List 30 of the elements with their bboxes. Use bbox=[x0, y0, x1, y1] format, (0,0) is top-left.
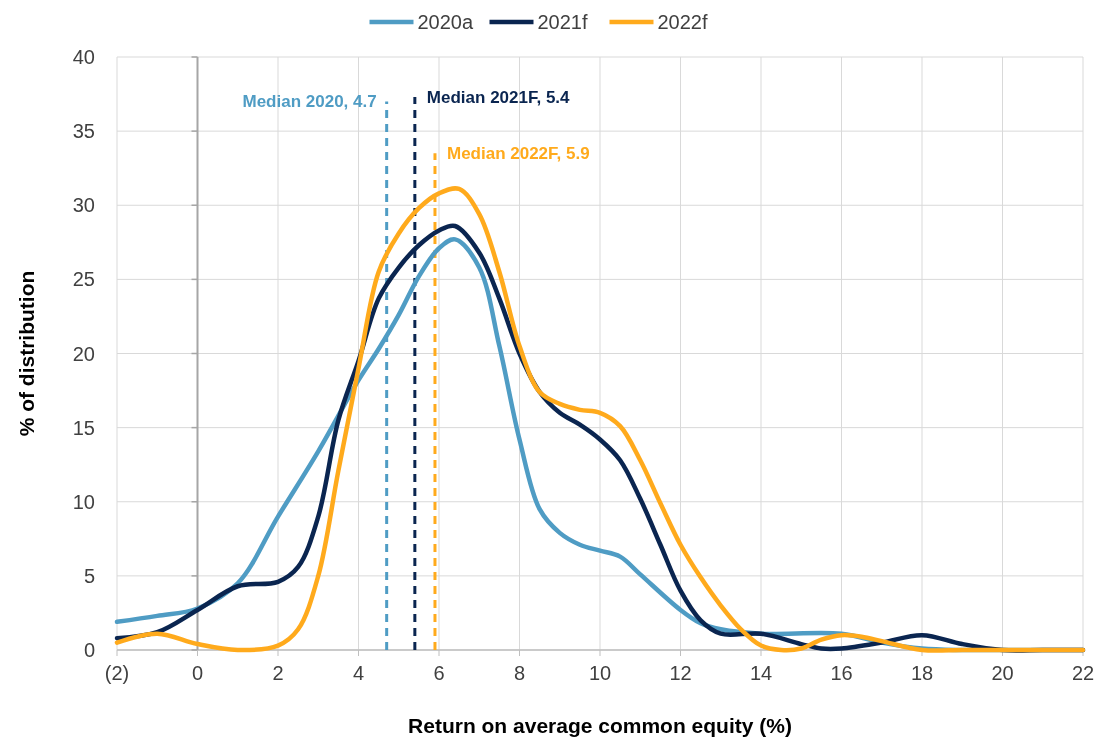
y-tick-label: 10 bbox=[72, 490, 95, 513]
x-tick-label: 8 bbox=[513, 662, 526, 684]
y-tick-label: 15 bbox=[72, 416, 95, 439]
y-tick-label: 25 bbox=[72, 268, 95, 291]
y-tick-label: 20 bbox=[72, 342, 95, 365]
x-tick-label: 0 bbox=[191, 662, 204, 684]
x-tick-label: 4 bbox=[352, 662, 365, 684]
x-tick-label: 12 bbox=[669, 662, 692, 684]
x-tick-label: 2 bbox=[272, 662, 284, 684]
y-tick-label: 5 bbox=[83, 564, 95, 587]
y-tick-label: 0 bbox=[83, 639, 95, 661]
legend-label: 2020a bbox=[417, 11, 474, 33]
x-tick-label: 6 bbox=[433, 662, 445, 684]
ref-line-label: Median 2020, 4.7 bbox=[242, 92, 377, 112]
legend-label: 2022f bbox=[657, 11, 708, 33]
x-axis-title: Return on average common equity (%) bbox=[408, 714, 792, 737]
x-tick-label: 10 bbox=[588, 662, 612, 684]
y-tick-label: 35 bbox=[72, 120, 95, 143]
x-tick-label: 22 bbox=[1071, 662, 1095, 684]
x-tick-label: 18 bbox=[910, 662, 934, 684]
ref-line-label: Median 2022F, 5.9 bbox=[446, 144, 590, 164]
x-tick-label: (2) bbox=[104, 662, 130, 684]
x-tick-label: 14 bbox=[749, 662, 773, 684]
y-tick-label: 30 bbox=[72, 194, 95, 217]
legend-label: 2021f bbox=[537, 11, 588, 33]
y-axis-title: % of distribution bbox=[15, 270, 38, 437]
x-tick-label: 20 bbox=[991, 662, 1014, 684]
x-tick-label: 16 bbox=[830, 662, 853, 684]
ref-line-label: Median 2021F, 5.4 bbox=[426, 87, 571, 107]
y-tick-label: 40 bbox=[72, 46, 95, 68]
